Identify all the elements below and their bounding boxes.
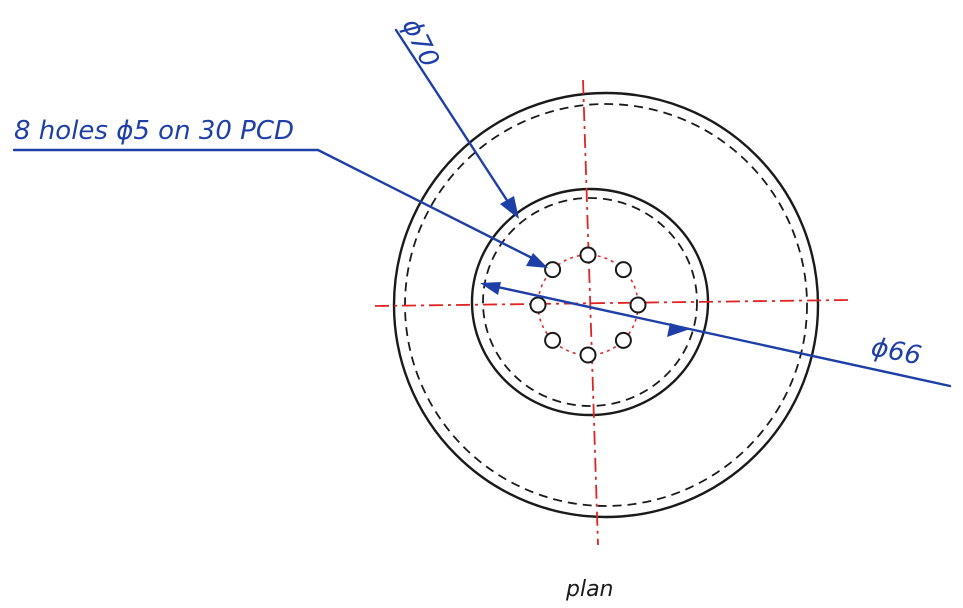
horizontal-centerline bbox=[374, 299, 849, 307]
outer-diameter-label: ϕ70 bbox=[396, 14, 445, 72]
view-caption: plan bbox=[565, 577, 614, 602]
outer-diameter-leader bbox=[394, 28, 519, 219]
bolt-hole bbox=[629, 296, 647, 314]
holes-note-leader bbox=[12, 148, 548, 268]
bolt-hole bbox=[579, 346, 597, 364]
inner-diameter-label: ϕ66 bbox=[869, 332, 924, 371]
inner-hidden-circle bbox=[482, 197, 698, 407]
bolt-hole bbox=[579, 246, 597, 264]
holes-note-label: 8 holes ϕ5 on 30 PCD bbox=[14, 116, 294, 146]
holes-group bbox=[529, 246, 647, 364]
bolt-hole bbox=[529, 296, 547, 314]
vertical-centerline bbox=[582, 79, 599, 546]
bolt-hole bbox=[544, 261, 562, 279]
bolt-hole bbox=[544, 331, 562, 349]
inner-diameter-leader bbox=[480, 282, 952, 388]
bolt-hole bbox=[614, 261, 632, 279]
bolt-hole bbox=[614, 331, 632, 349]
